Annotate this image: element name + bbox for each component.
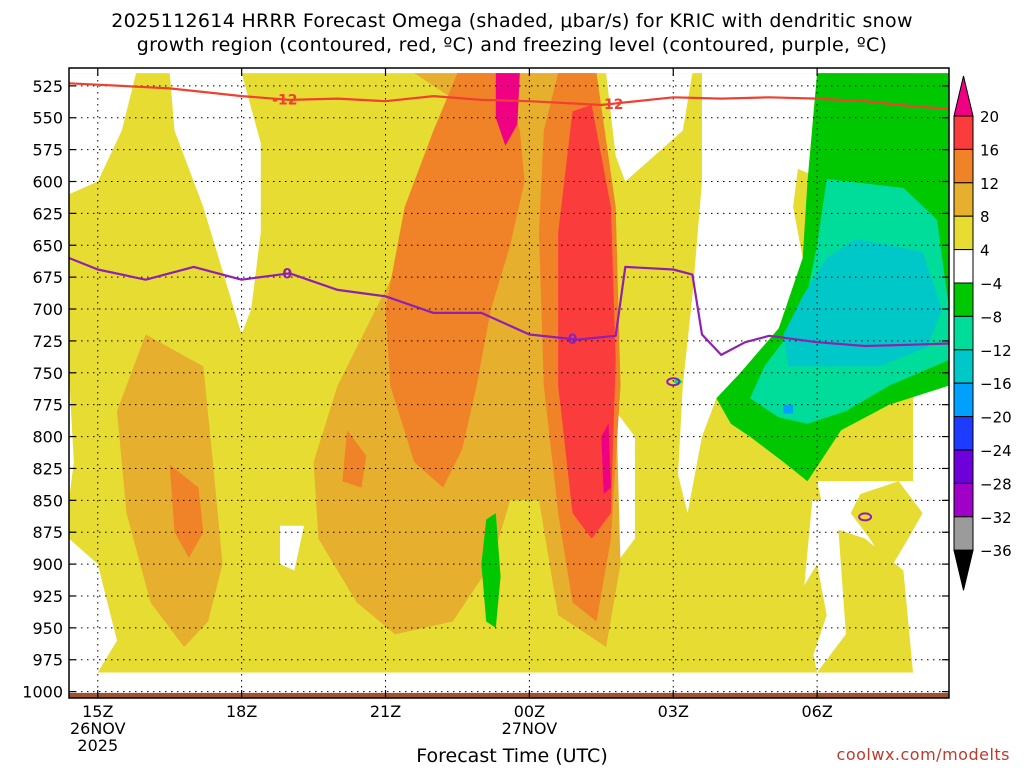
omega-shading (69, 73, 949, 698)
colorbar-tick-label: −32 (980, 509, 1012, 527)
omega-region-weak (280, 525, 304, 571)
omega-region-20 (601, 423, 611, 494)
x-tick-label: 03Z (658, 702, 689, 721)
omega-region-weak (169, 73, 261, 335)
y-tick-label: 725 (32, 332, 63, 351)
omega-region-weak (606, 73, 693, 182)
omega-region-weak (69, 73, 137, 195)
omega-region-4 (793, 564, 827, 673)
colorbar-tick-label: −24 (980, 442, 1012, 460)
colorbar-segment (953, 416, 974, 451)
freezing-level-contour-label: 0 (282, 267, 292, 283)
colorbar-tick-label: −16 (980, 375, 1012, 393)
omega-region-8 (117, 334, 223, 647)
colorbar-tick-label: −4 (980, 275, 1002, 293)
temperature-contours: -12 -12 0 0 (69, 82, 949, 522)
x-axis-title: Forecast Time (UTC) (416, 745, 608, 767)
y-tick-label: 925 (32, 587, 63, 606)
y-tick-label: 800 (32, 428, 63, 447)
omega-region-neg12 (783, 238, 942, 367)
colorbar-segment (953, 182, 974, 217)
plot-frame (68, 67, 950, 699)
y-tick-label: 650 (32, 236, 63, 255)
omega-colorbar: 20 16 12 8 4 −4 −8 −12 −16 −20 −24 −28 −32 −36 (953, 75, 1012, 591)
freezing-level-closed-contour (858, 512, 873, 522)
x-tick-label: 18Z (226, 702, 257, 721)
omega-region-weak (69, 538, 117, 673)
colorbar-segment (953, 115, 974, 150)
x-tick-label: 21Z (370, 702, 401, 721)
chart-title-line-1: 2025112614 HRRR Forecast Omega (shaded, … (111, 10, 913, 32)
x-tick-label: 26NOV (70, 719, 126, 738)
y-tick-label: 850 (32, 491, 63, 510)
x-tick-label: 2025 (77, 736, 118, 755)
x-tick-label: 15Z (82, 702, 113, 721)
y-tick-label: 600 (32, 173, 63, 192)
colorbar-segment (953, 449, 974, 484)
y-tick-label: 675 (32, 268, 63, 287)
colorbar-segment (953, 148, 974, 184)
colorbar-segment (953, 482, 974, 518)
y-tick-label: 875 (32, 523, 63, 542)
omega-region-weak (817, 481, 949, 673)
colorbar-tick-label: 4 (980, 242, 990, 260)
ground-surface (69, 692, 949, 698)
y-tick-label: 900 (32, 555, 63, 574)
dendritic-contour-label: -12 (272, 93, 297, 109)
omega-region-16 (558, 105, 616, 539)
y-tick-label: 975 (32, 651, 63, 670)
y-tick-label: 825 (32, 459, 63, 478)
colorbar-tick-label: −36 (980, 542, 1012, 560)
colorbar-segment (953, 549, 974, 591)
colorbar-segment (953, 215, 974, 251)
colorbar-segment (953, 249, 974, 284)
colorbar-tick-label: 16 (980, 141, 999, 159)
chart-title-line-2: growth region (contoured, red, ºC) and f… (136, 34, 888, 56)
y-tick-label: 550 (32, 109, 63, 128)
colorbar-segment (953, 516, 974, 551)
colorbar-segment (953, 315, 974, 351)
dendritic-contour-label: -12 (598, 97, 623, 113)
freezing-level-contour-line (69, 256, 949, 356)
freezing-level-closed-contour (666, 377, 681, 387)
site-credit: coolwx.com/modelts (836, 745, 1010, 764)
omega-region-weak (678, 73, 818, 514)
y-tick-label: 775 (32, 396, 63, 415)
omega-region-12 (385, 73, 525, 488)
colorbar-segment (953, 382, 974, 418)
colorbar-tick-label: −8 (980, 308, 1002, 326)
dendritic-contour-line (69, 82, 949, 110)
x-tick-label: 06Z (801, 702, 832, 721)
omega-region-neg8 (673, 377, 683, 386)
y-tick-label: 950 (32, 619, 63, 638)
y-axis-pressure: 525 550 575 600 625 650 675 700 725 750 775 800 825 8… (22, 77, 949, 702)
y-tick-label: 525 (32, 77, 63, 96)
colorbar-tick-label: −28 (980, 475, 1012, 493)
colorbar-tick-label: −12 (980, 342, 1012, 360)
y-tick-label: 1000 (22, 683, 63, 702)
omega-region-neg16 (783, 404, 794, 414)
colorbar-segment (953, 282, 974, 317)
x-tick-label: 27NOV (502, 719, 558, 738)
omega-region-12 (169, 464, 204, 558)
colorbar-tick-label: 12 (980, 175, 999, 193)
omega-region-20 (495, 73, 520, 146)
colorbar-tick-label: 8 (980, 208, 990, 226)
freezing-level-contour-label: 0 (568, 332, 578, 348)
colorbar-tick-label: 20 (980, 108, 999, 126)
x-tick-label: 00Z (514, 702, 545, 721)
colorbar-tick-label: −20 (980, 409, 1012, 427)
colorbar-segment (953, 75, 974, 117)
y-tick-label: 625 (32, 204, 63, 223)
colorbar-segment (953, 349, 974, 384)
y-tick-label: 575 (32, 141, 63, 160)
omega-region-neg4 (481, 513, 501, 628)
omega-region-12 (342, 430, 367, 488)
y-tick-label: 700 (32, 300, 63, 319)
y-tick-label: 750 (32, 364, 63, 383)
omega-region-4 (850, 481, 923, 571)
